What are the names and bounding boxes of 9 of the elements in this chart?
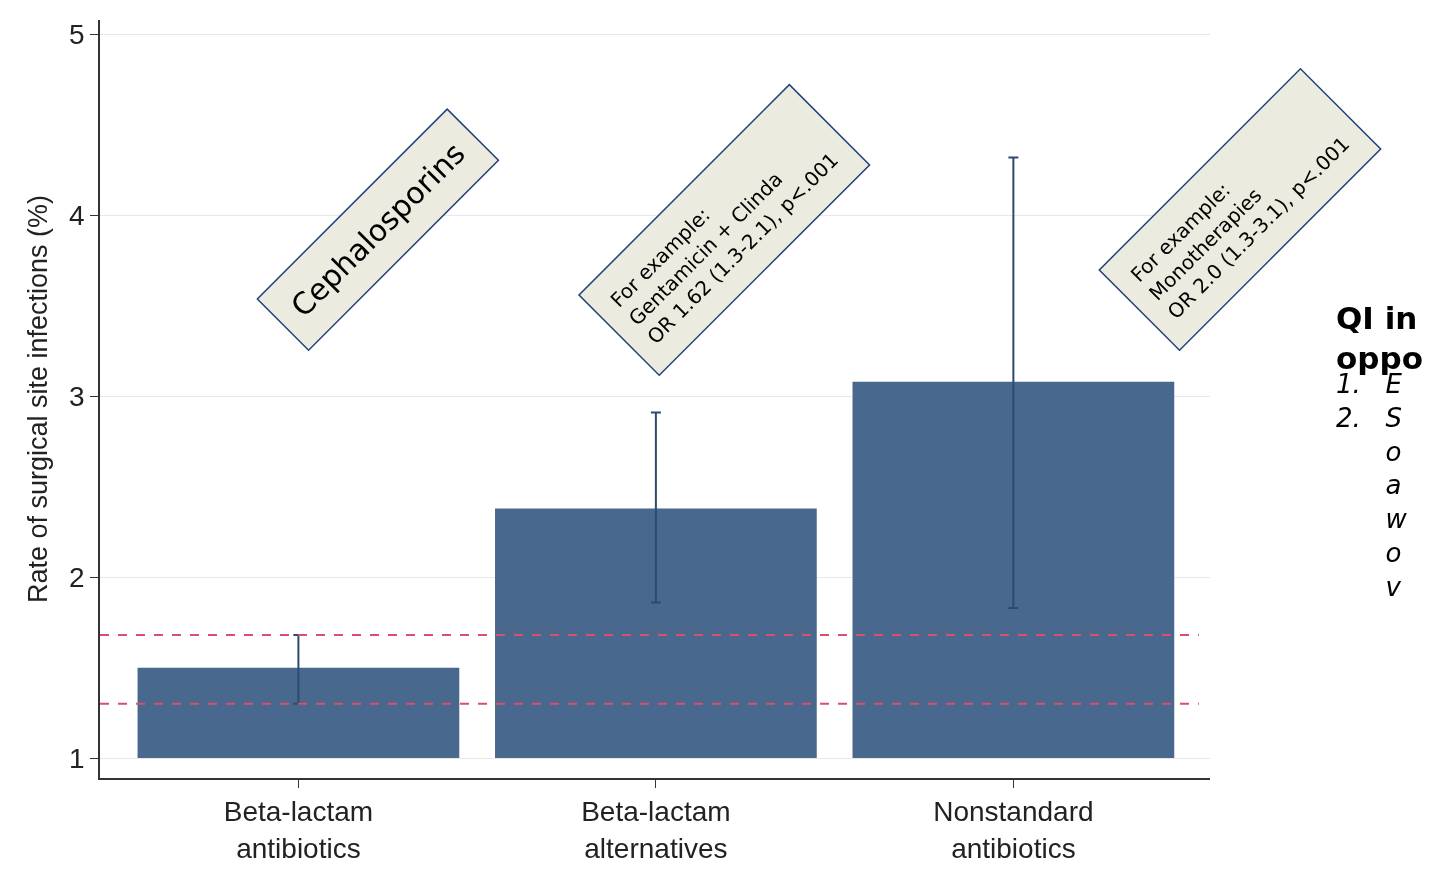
y-tick-label: 3 — [69, 381, 85, 413]
x-tick-label: Beta-lactam antibiotics — [223, 796, 374, 864]
y-tick-label: 4 — [69, 200, 85, 232]
y-axis-title: Rate of surgical site infections (%) — [22, 194, 53, 604]
x-tick-label: Nonstandard antibiotics — [933, 796, 1094, 864]
x-tick-label: Beta-lactam alternatives — [581, 796, 731, 864]
y-tick-label: 1 — [69, 742, 85, 774]
y-tick-label: 2 — [69, 561, 85, 593]
y-tick-label: 5 — [69, 19, 85, 51]
